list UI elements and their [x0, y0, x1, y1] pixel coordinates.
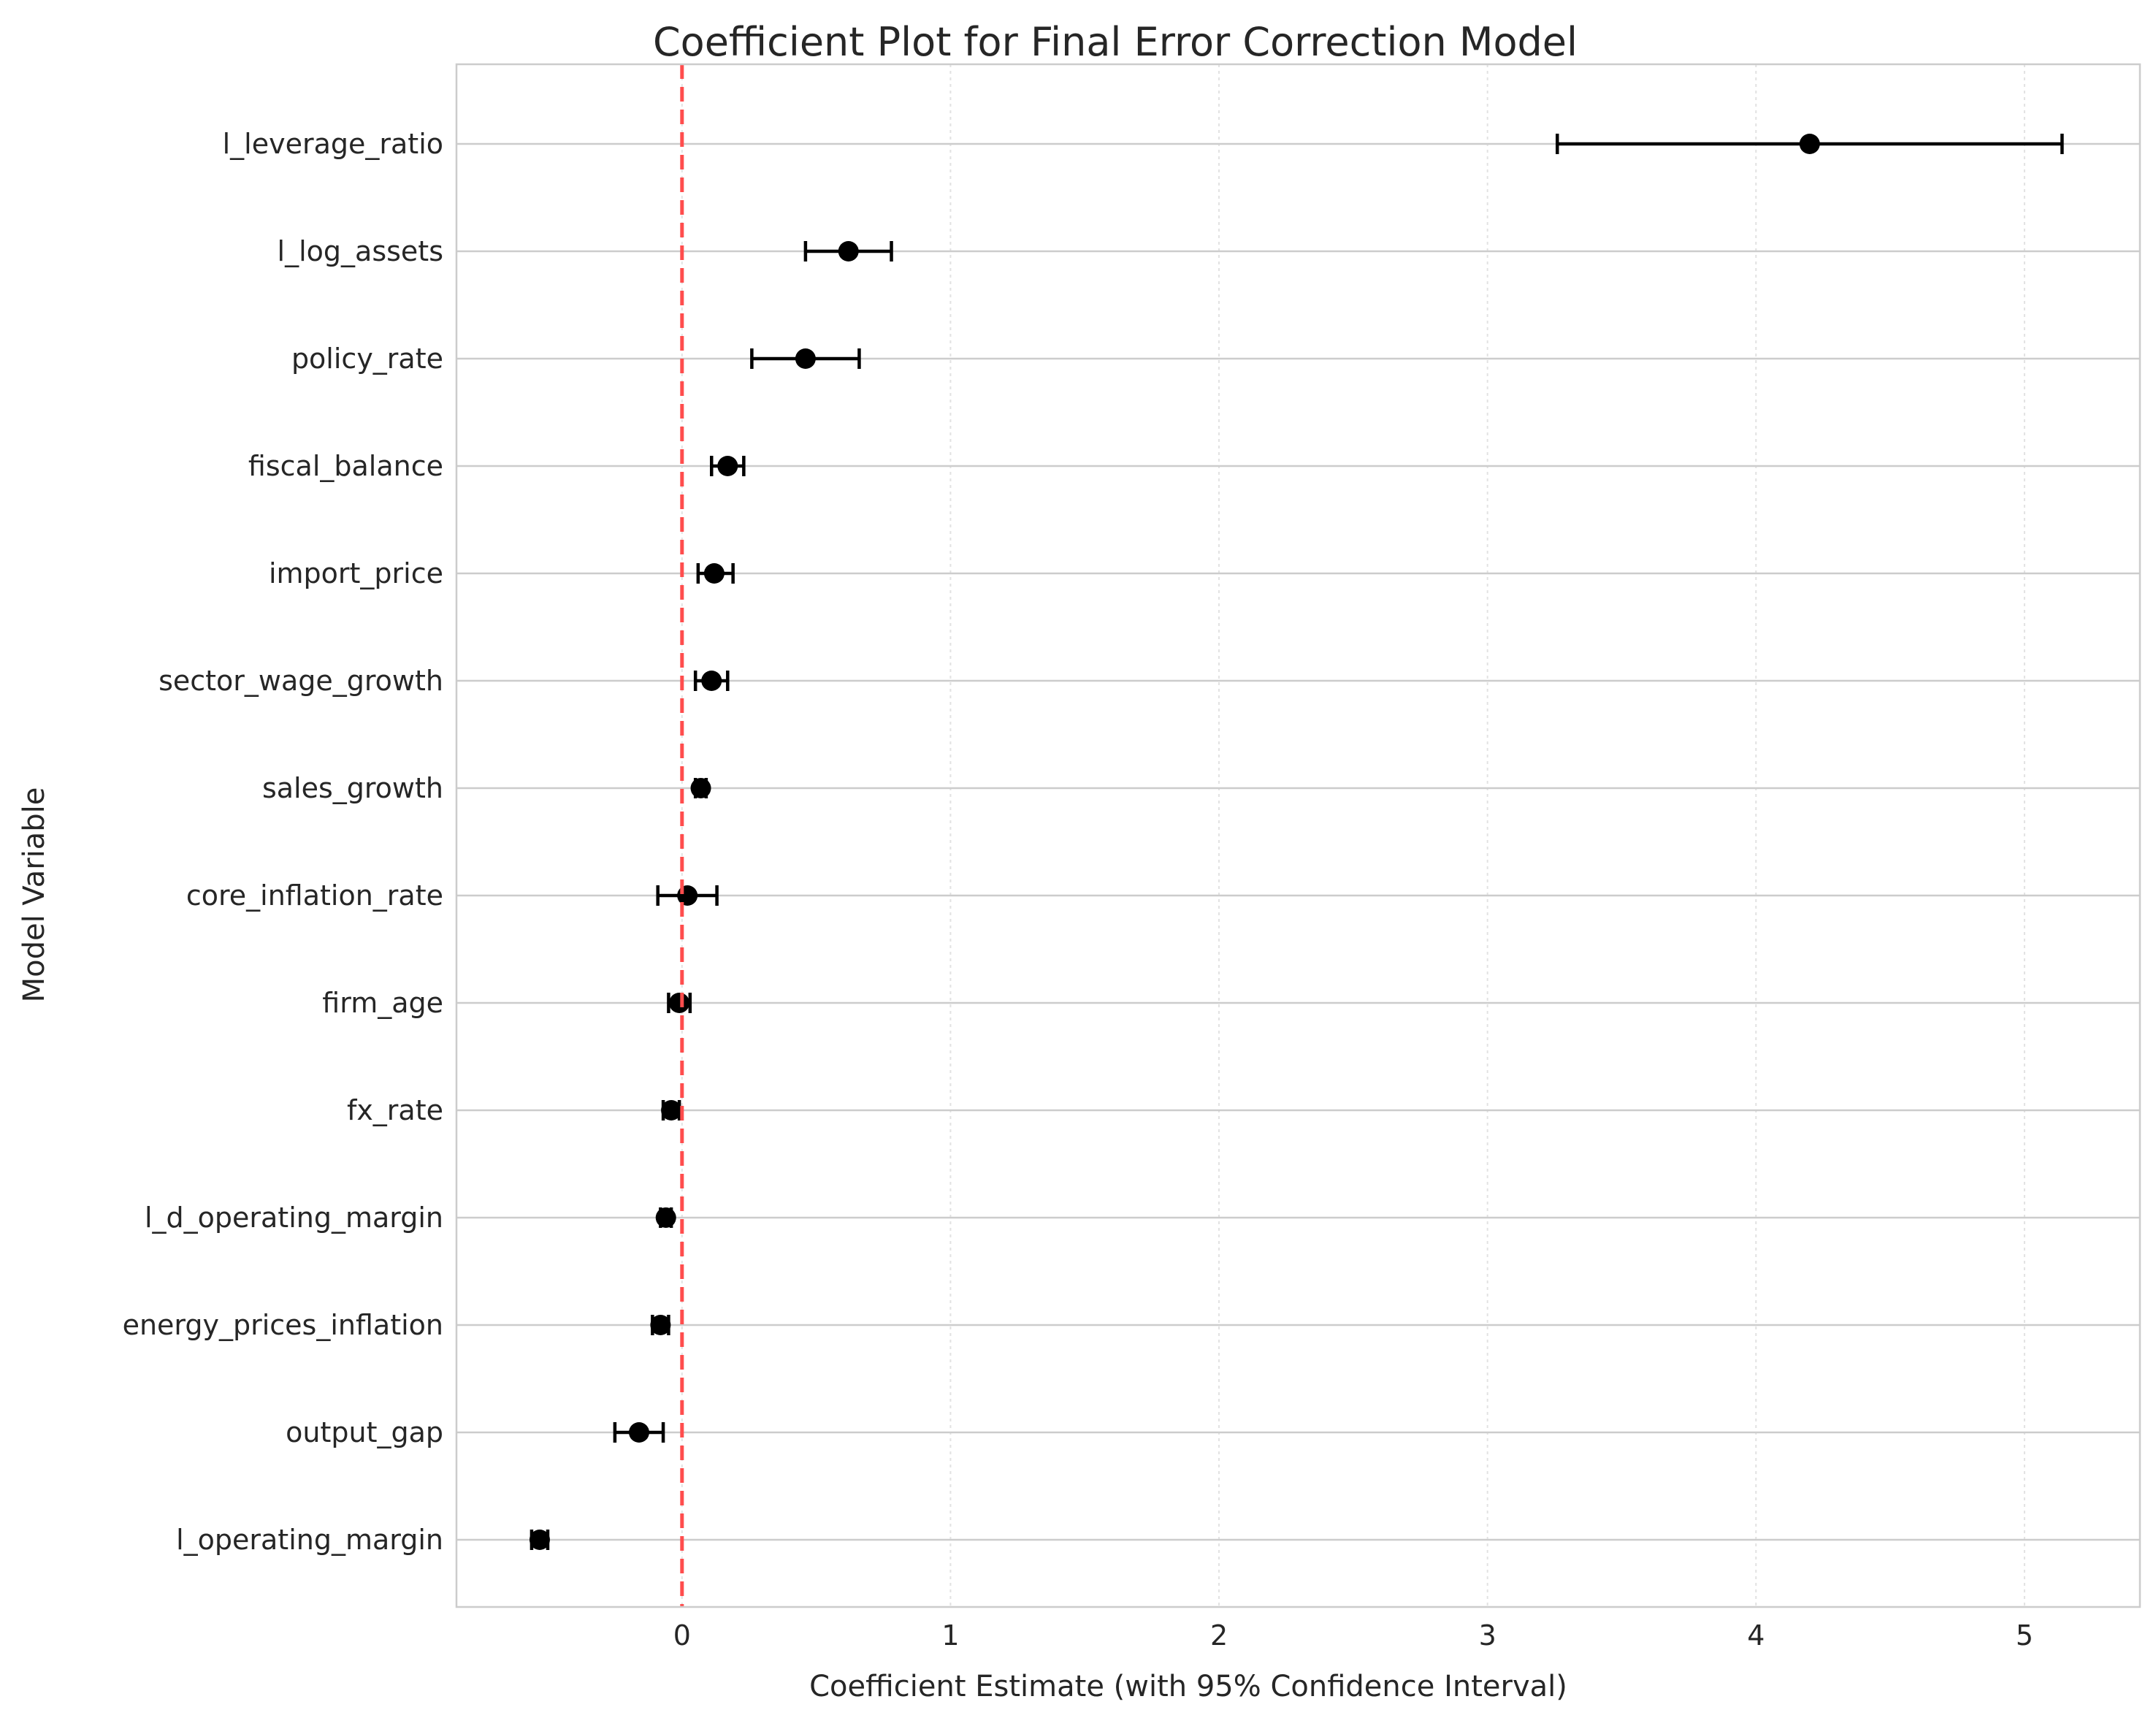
y-axis-label: Model Variable [18, 787, 51, 1003]
tick-label-layer: 0 1 2 3 4 5 l_leverage_ratio l_log_assetspolicy… [123, 128, 2033, 1652]
x-tick-label: 3 [1479, 1619, 1496, 1652]
point-output_gap [628, 1422, 649, 1443]
point-l_leverage_ratio [1799, 134, 1820, 154]
point-l_d_operating_margin [655, 1207, 676, 1228]
marks-layer [529, 134, 2064, 1550]
point-policy_rate [795, 348, 816, 369]
point-l_operating_margin [529, 1530, 550, 1550]
y-tick-label: firm_age [322, 987, 443, 1019]
y-tick-label: core_inflation_rate [186, 879, 443, 912]
x-axis-label: Coefficient Estimate (with 95% Confidenc… [809, 1670, 1567, 1703]
y-tick-label: import_price [269, 557, 443, 589]
point-energy_prices_inflation [650, 1315, 671, 1335]
y-tick-label: fiscal_balance [248, 450, 443, 482]
point-fx_rate [661, 1100, 682, 1120]
y-tick-label: output_gap [286, 1416, 443, 1448]
y-tick-label: fx_rate [347, 1094, 443, 1126]
x-tick-label: 0 [673, 1619, 691, 1652]
y-tick-label: l_log_assets [278, 235, 443, 267]
point-import_price [703, 563, 725, 584]
y-tick-label: sector_wage_growth [158, 665, 443, 697]
point-fiscal_balance [717, 456, 738, 476]
point-sales_growth [690, 778, 711, 798]
y-tick-label: l_leverage_ratio [223, 128, 443, 160]
plot-frame [455, 63, 2141, 1608]
y-tick-label: energy_prices_inflation [123, 1309, 443, 1341]
y-tick-label: sales_growth [262, 772, 443, 804]
y-tick-label: policy_rate [291, 343, 443, 375]
chart-title: Coefficient Plot for Final Error Correct… [653, 19, 1578, 65]
x-tick-label: 1 [941, 1619, 959, 1652]
y-tick-label: l_d_operating_margin [145, 1202, 443, 1234]
x-tick-label: 2 [1210, 1619, 1228, 1652]
point-sector_wage_growth [701, 671, 722, 691]
point-l_log_assets [838, 241, 859, 261]
y-tick-label: l_operating_margin [176, 1524, 443, 1556]
point-firm_age [669, 993, 690, 1013]
x-tick-label: 5 [2016, 1619, 2033, 1652]
x-tick-label: 4 [1747, 1619, 1765, 1652]
